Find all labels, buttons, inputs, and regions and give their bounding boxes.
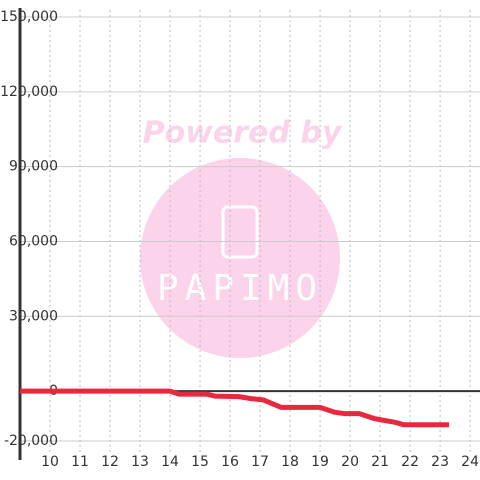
watermark: Powered by PAPIMO	[140, 116, 343, 358]
y-tick-label: 120,000	[0, 84, 58, 100]
x-tick-label: 11	[71, 454, 89, 470]
line-series	[20, 388, 450, 428]
watermark-caption: Powered by	[143, 116, 343, 151]
watermark-logo: PAPIMO	[157, 268, 323, 309]
x-tick-label: 16	[221, 454, 239, 470]
x-tick-label: 21	[371, 454, 389, 470]
y-tick-label: 150,000	[0, 9, 58, 25]
y-tick-label: -20,000	[4, 433, 58, 449]
x-tick-label: 23	[431, 454, 449, 470]
x-tick-label: 24	[461, 454, 479, 470]
x-tick-label: 14	[161, 454, 179, 470]
x-tick-label: 10	[41, 454, 59, 470]
x-tick-label: 12	[101, 454, 119, 470]
y-tick-label: 30,000	[9, 308, 58, 324]
x-tick-label: 18	[281, 454, 299, 470]
x-tick-label: 15	[191, 454, 209, 470]
x-tick-label: 19	[311, 454, 329, 470]
x-tick-label: 17	[251, 454, 269, 470]
watermark-phone	[221, 205, 259, 259]
x-tick-label: 13	[131, 454, 149, 470]
y-tick-label: 90,000	[9, 159, 58, 175]
y-tick-label: 60,000	[9, 233, 58, 249]
x-tick-label: 20	[341, 454, 359, 470]
x-tick-label: 22	[401, 454, 419, 470]
